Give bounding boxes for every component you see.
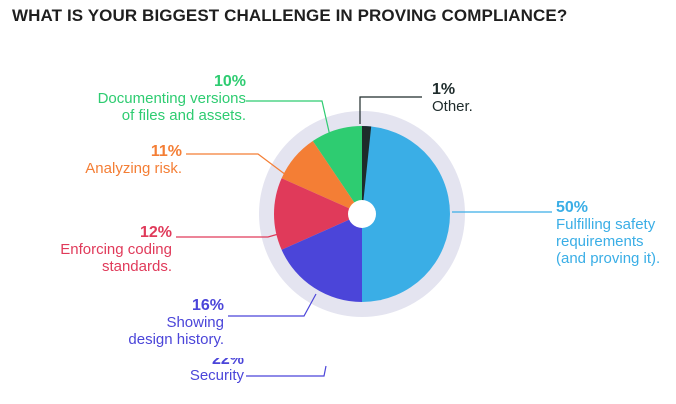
leader-line-other xyxy=(359,96,422,124)
slice-percent-risk: 11% xyxy=(150,143,182,160)
slice-text-design-history-0: Showing xyxy=(166,314,224,331)
slice-text-documenting-1: of files and assets. xyxy=(121,107,246,124)
slice-text-coding-standards-1: standards. xyxy=(101,258,172,275)
slice-design-history xyxy=(281,214,362,302)
slice-text-documenting-0: Documenting versions xyxy=(97,90,246,107)
leader-line-design-history xyxy=(228,293,317,317)
slice-percent-security: 22% xyxy=(211,358,244,367)
slice-label-other: 1% Other. xyxy=(432,81,532,116)
leader-line-security xyxy=(246,365,327,377)
slice-label-documenting: 10% Documenting versions of files and asse… xyxy=(74,73,246,125)
slice-percent-coding-standards: 12% xyxy=(139,224,172,241)
slice-other xyxy=(362,125,372,214)
slice-percent-documenting: 10% xyxy=(213,73,246,90)
slice-text-other-0: Other. xyxy=(432,98,473,115)
slice-label-risk: 11% Analyzing risk. xyxy=(60,143,182,178)
slice-text-risk-0: Analyzing risk. xyxy=(85,160,182,177)
chart-title: WHAT IS YOUR BIGGEST CHALLENGE IN PROVIN… xyxy=(12,6,568,25)
slice-text-security-0: Security xyxy=(189,367,244,384)
slice-coding-standards xyxy=(274,178,362,250)
slice-text-fulfilling-0: Fulfilling safety xyxy=(556,216,656,233)
slice-label-coding-standards: 12% Enforcing coding standards. xyxy=(28,224,172,276)
slice-risk xyxy=(281,141,362,214)
slice-label-security: 22% Security xyxy=(160,358,244,384)
slice-text-design-history-1: design history. xyxy=(128,331,224,348)
slice-label-design-history: 16% Showing design history. xyxy=(96,297,224,349)
leader-line-coding-standards xyxy=(176,232,283,238)
slice-percent-other: 1% xyxy=(432,81,456,98)
slice-text-fulfilling-1: requirements xyxy=(556,233,644,250)
leader-line-risk xyxy=(186,153,291,179)
leader-line-documenting xyxy=(246,100,331,137)
slice-text-coding-standards-0: Enforcing coding xyxy=(60,241,172,258)
slice-fulfilling xyxy=(362,126,450,302)
slice-percent-design-history: 16% xyxy=(191,297,224,314)
slice-percent-fulfilling: 50% xyxy=(556,199,589,216)
slice-label-fulfilling: 50% Fulfilling safety requirements (and pro… xyxy=(556,199,676,268)
slice-text-fulfilling-2: (and proving it). xyxy=(556,250,661,267)
slice-documenting xyxy=(312,125,362,214)
center-hole xyxy=(348,200,376,228)
